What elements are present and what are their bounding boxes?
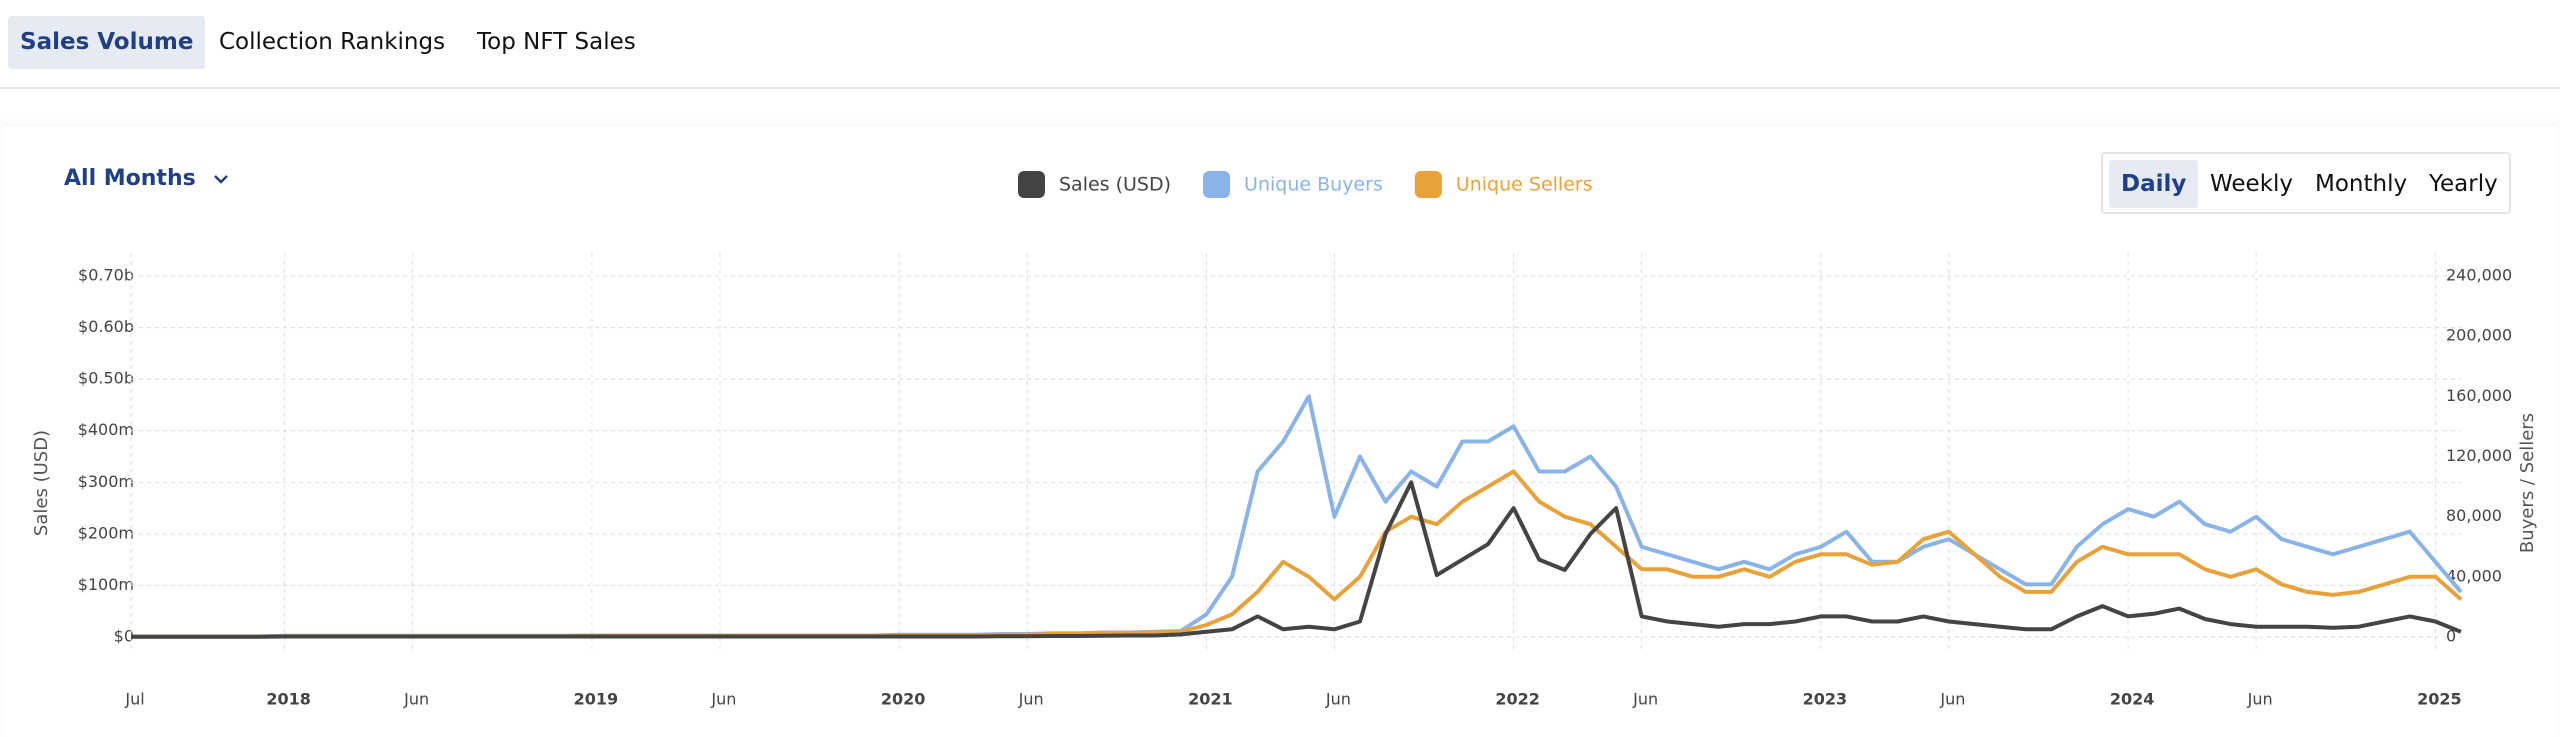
- tab[interactable]: Collection Rankings: [219, 29, 446, 55]
- interval-button[interactable]: Weekly: [2210, 171, 2294, 197]
- chart-card: [3, 126, 2557, 737]
- interval-button[interactable]: Monthly: [2315, 171, 2408, 197]
- chevron: [214, 175, 229, 184]
- interval-group: Daily Weekly Monthly Yearly: [2101, 152, 2511, 214]
- interval-button[interactable]: Daily: [2109, 160, 2199, 208]
- interval-button[interactable]: Yearly: [2429, 171, 2498, 197]
- tab[interactable]: Top NFT Sales: [477, 29, 636, 55]
- filter-label: All Months: [64, 166, 196, 191]
- tab-bar: Sales Volume Collection Rankings Top NFT…: [0, 0, 2560, 89]
- tab[interactable]: Sales Volume: [8, 16, 206, 69]
- month-filter[interactable]: All Months: [64, 166, 229, 191]
